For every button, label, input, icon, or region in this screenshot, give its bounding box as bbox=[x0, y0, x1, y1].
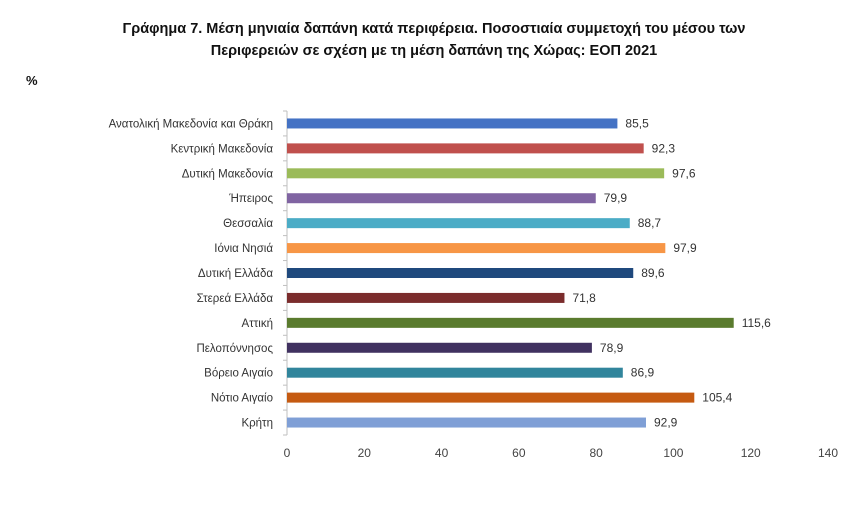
bar bbox=[287, 218, 630, 229]
bar bbox=[287, 342, 592, 353]
x-tick-label: 100 bbox=[663, 446, 683, 460]
category-label: Πελοπόννησος bbox=[196, 343, 273, 355]
data-label: 92,3 bbox=[652, 141, 676, 155]
x-tick-label: 80 bbox=[589, 446, 603, 460]
data-label: 92,9 bbox=[654, 416, 678, 430]
data-label: 97,9 bbox=[673, 241, 697, 255]
data-label: 79,9 bbox=[604, 191, 628, 205]
bar bbox=[287, 243, 666, 254]
category-label: Κεντρική Μακεδονία bbox=[171, 143, 274, 155]
data-label: 88,7 bbox=[638, 216, 662, 230]
x-tick-label: 60 bbox=[512, 446, 526, 460]
category-label: Θεσσαλία bbox=[223, 218, 273, 230]
bar bbox=[287, 317, 734, 328]
category-label: Ανατολική Μακεδονία και Θράκη bbox=[109, 118, 273, 130]
data-label: 89,6 bbox=[641, 266, 665, 280]
bar bbox=[287, 417, 646, 428]
bar bbox=[287, 292, 565, 303]
category-label: Νότιο Αιγαίο bbox=[211, 393, 273, 405]
chart-title-line-1: Γράφημα 7. Μέση μηνιαία δαπάνη κατά περι… bbox=[122, 21, 746, 37]
bar bbox=[287, 118, 618, 129]
bar bbox=[287, 168, 665, 179]
data-label: 115,6 bbox=[742, 316, 771, 330]
category-label: Στερεά Ελλάδα bbox=[197, 293, 274, 305]
data-label: 78,9 bbox=[600, 341, 624, 355]
bar bbox=[287, 367, 623, 378]
category-label: Ιόνια Νησιά bbox=[214, 243, 273, 255]
x-tick-label: 40 bbox=[435, 446, 449, 460]
x-tick-label: 140 bbox=[818, 446, 838, 460]
bar bbox=[287, 143, 644, 154]
category-label: Αττική bbox=[242, 318, 273, 330]
data-label: 105,4 bbox=[702, 391, 732, 405]
category-label: Βόρειο Αιγαίο bbox=[204, 368, 273, 380]
data-label: 97,6 bbox=[672, 166, 696, 180]
category-label: Κρήτη bbox=[241, 418, 273, 430]
bar bbox=[287, 392, 695, 403]
bar bbox=[287, 268, 634, 278]
chart-title: Γράφημα 7. Μέση μηνιαία δαπάνη κατά περι… bbox=[20, 18, 848, 62]
category-label: Ήπειρος bbox=[228, 193, 273, 205]
chart-title-line-2: Περιφερειών σε σχέση με τη μέση δαπάνη τ… bbox=[210, 43, 658, 59]
bar bbox=[287, 193, 596, 204]
x-tick-label: 120 bbox=[741, 446, 761, 460]
data-label: 71,8 bbox=[572, 291, 596, 305]
category-label: Δυτική Μακεδονία bbox=[182, 168, 274, 180]
category-label: Δυτική Ελλάδα bbox=[198, 268, 273, 280]
x-tick-label: 20 bbox=[358, 446, 372, 460]
data-label: 85,5 bbox=[625, 116, 649, 130]
unit-label: % bbox=[26, 73, 38, 88]
x-tick-label: 0 bbox=[284, 446, 291, 460]
data-label: 86,9 bbox=[631, 366, 655, 380]
